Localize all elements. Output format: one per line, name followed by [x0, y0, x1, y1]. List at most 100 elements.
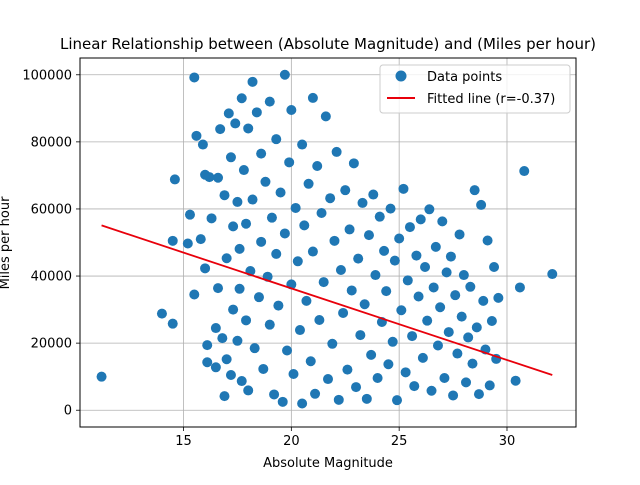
x-tick-label: 30: [499, 434, 516, 449]
data-point: [463, 332, 474, 343]
data-point: [415, 214, 426, 225]
plot-area: [79, 57, 577, 428]
data-point: [228, 304, 239, 315]
data-point: [426, 385, 437, 396]
data-point: [243, 123, 254, 134]
scatter-points: [96, 69, 558, 409]
y-axis: 0 20000 40000 60000 80000 100000: [22, 68, 80, 419]
data-point: [404, 222, 415, 233]
data-point: [219, 391, 230, 402]
data-point: [96, 371, 107, 382]
y-tick-label: 0: [64, 404, 72, 419]
data-point: [210, 323, 221, 334]
y-tick-label: 80000: [31, 135, 72, 150]
data-point: [327, 338, 338, 349]
data-point: [467, 358, 478, 369]
data-point: [338, 307, 349, 318]
data-point: [478, 295, 489, 306]
data-point: [435, 302, 446, 313]
data-point: [359, 299, 370, 310]
data-point: [241, 218, 252, 229]
data-point: [323, 374, 333, 385]
data-point: [307, 92, 318, 103]
data-point: [374, 211, 385, 222]
data-point: [383, 359, 394, 370]
data-point: [184, 209, 195, 220]
legend-label-fitted-line: Fitted line (r=-0.37): [427, 92, 555, 107]
data-point: [271, 134, 282, 145]
data-point: [424, 204, 435, 215]
data-point: [312, 161, 323, 172]
data-point: [307, 246, 318, 257]
data-point: [275, 187, 286, 198]
data-point: [465, 281, 476, 292]
data-point: [346, 285, 357, 296]
data-point: [297, 398, 308, 409]
data-point: [344, 224, 355, 235]
data-point: [297, 139, 308, 150]
data-point: [299, 220, 310, 231]
data-point: [331, 146, 342, 157]
data-point: [225, 152, 236, 163]
data-point: [204, 172, 215, 183]
x-tick-label: 25: [391, 434, 408, 449]
data-point: [409, 381, 420, 392]
data-point: [210, 362, 221, 373]
data-point: [450, 290, 461, 301]
data-point: [230, 118, 241, 129]
data-point: [396, 305, 407, 316]
data-point: [443, 327, 454, 338]
data-point: [303, 178, 314, 189]
data-point: [428, 282, 439, 293]
data-point: [228, 221, 239, 232]
y-tick-label: 100000: [22, 68, 72, 83]
data-point: [294, 325, 305, 336]
data-point: [316, 207, 327, 218]
data-point: [461, 377, 472, 388]
data-point: [279, 228, 290, 239]
data-point: [413, 291, 424, 302]
data-point: [452, 348, 463, 359]
data-point: [284, 157, 295, 168]
data-point: [514, 282, 525, 293]
data-point: [458, 270, 469, 281]
data-point: [266, 212, 277, 223]
data-point: [202, 357, 213, 368]
data-point: [318, 277, 329, 288]
data-point: [247, 76, 258, 87]
data-point: [357, 197, 368, 208]
data-point: [439, 373, 450, 384]
data-point: [473, 389, 484, 400]
data-point: [288, 368, 299, 379]
data-point: [445, 251, 456, 262]
data-point: [385, 203, 396, 214]
data-point: [271, 248, 282, 259]
data-point: [273, 300, 284, 311]
data-point: [402, 275, 413, 286]
data-point: [351, 382, 362, 393]
data-point: [213, 172, 224, 183]
data-point: [454, 229, 465, 240]
data-point: [167, 235, 178, 246]
data-point: [469, 185, 480, 196]
grid: [80, 58, 576, 427]
data-point: [325, 193, 336, 204]
data-point: [182, 238, 193, 249]
data-point: [219, 190, 230, 201]
data-point: [430, 241, 441, 252]
data-point: [510, 375, 521, 386]
data-point: [381, 286, 392, 297]
data-point: [329, 235, 340, 246]
data-point: [314, 314, 325, 325]
data-point: [258, 363, 269, 374]
x-axis-title: Absolute Magnitude: [263, 456, 393, 471]
data-point: [437, 216, 448, 227]
data-point: [368, 189, 379, 200]
data-point: [241, 315, 252, 326]
data-point: [213, 283, 224, 294]
data-point: [253, 292, 264, 303]
data-point: [370, 270, 381, 281]
data-point: [256, 148, 267, 159]
data-point: [484, 380, 495, 391]
